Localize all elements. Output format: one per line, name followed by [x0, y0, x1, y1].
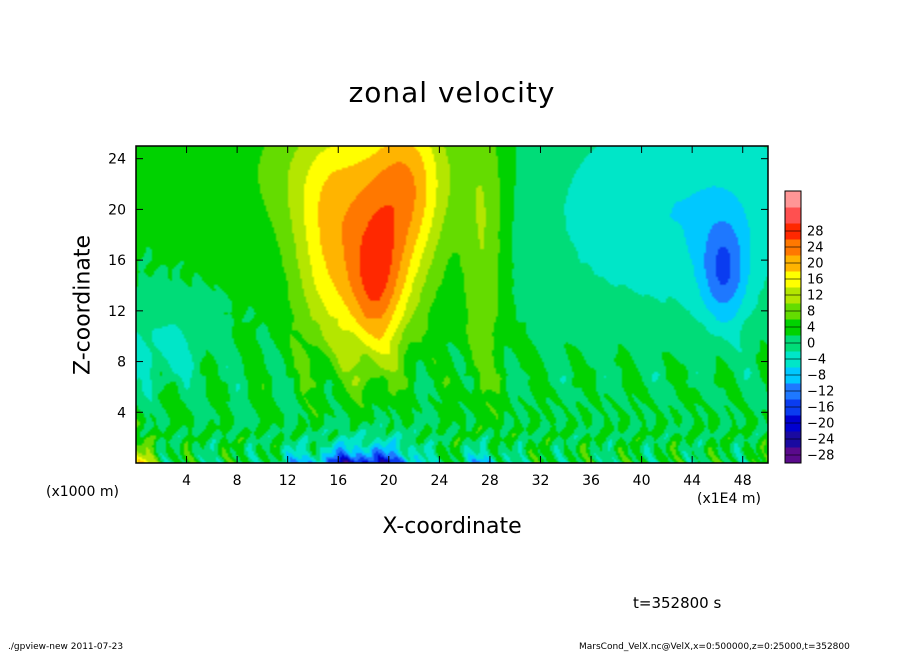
plot-area	[135, 145, 769, 464]
colorbar-label: −8	[807, 369, 826, 384]
x-tick-label: 48	[734, 473, 752, 489]
colorbar-label: 16	[807, 273, 824, 288]
colorbar-label: 24	[807, 241, 824, 256]
colorbar-label: 8	[807, 305, 815, 320]
x-tick-label: 44	[683, 473, 701, 489]
x-tick-label: 8	[233, 473, 242, 489]
x-tick-label: 32	[532, 473, 550, 489]
x-tick-label: 28	[481, 473, 499, 489]
x-tick-label: 4	[182, 473, 191, 489]
colorbar-label: −16	[807, 401, 834, 416]
colorbar-label: 12	[807, 289, 824, 304]
colorbar-swatch	[785, 207, 801, 224]
x-axis-ticks: 4 8 12 16 20 24 28 32 36 40 44 48	[182, 146, 752, 489]
y-tick-label: 20	[108, 202, 126, 218]
time-annotation: t=352800 s	[633, 594, 722, 612]
plot-frame	[135, 145, 769, 464]
colorbar-label: 0	[807, 337, 815, 352]
y-tick-label: 12	[108, 304, 126, 320]
y-axis-unit: (x1000 m)	[46, 484, 119, 500]
y-tick-label: 16	[108, 253, 126, 269]
colorbar-label: 20	[807, 257, 824, 272]
footer-left: ./gpview-new 2011-07-23	[8, 642, 124, 652]
colorbar-label: −20	[807, 417, 834, 432]
y-axis-label: Z-coordinate	[70, 235, 96, 375]
colorbar-label: −12	[807, 385, 834, 400]
colorbar-label: 28	[807, 225, 824, 240]
x-tick-label: 12	[279, 473, 297, 489]
x-axis-label: X-coordinate	[382, 514, 522, 539]
chart-title: zonal velocity	[348, 76, 556, 109]
colorbar-label: −28	[807, 449, 834, 464]
x-tick-label: 20	[380, 473, 398, 489]
heatmap-field	[136, 146, 768, 463]
y-tick-label: 8	[117, 355, 126, 371]
colorbar-label: 4	[807, 321, 815, 336]
y-tick-label: 24	[108, 152, 126, 168]
x-axis-unit: (x1E4 m)	[697, 491, 761, 507]
x-tick-label: 36	[582, 473, 600, 489]
x-tick-label: 24	[430, 473, 448, 489]
colorbar-label: −24	[807, 433, 834, 448]
footer-right: MarsCond_VelX.nc@VelX,x=0:500000,z=0:250…	[579, 642, 850, 652]
y-tick-label: 4	[117, 405, 126, 421]
x-tick-label: 40	[633, 473, 651, 489]
colorbar-label: −4	[807, 353, 826, 368]
x-tick-label: 16	[329, 473, 347, 489]
colorbar-swatch	[785, 191, 801, 208]
y-axis-ticks: 4 8 12 16 20 24	[108, 152, 768, 421]
